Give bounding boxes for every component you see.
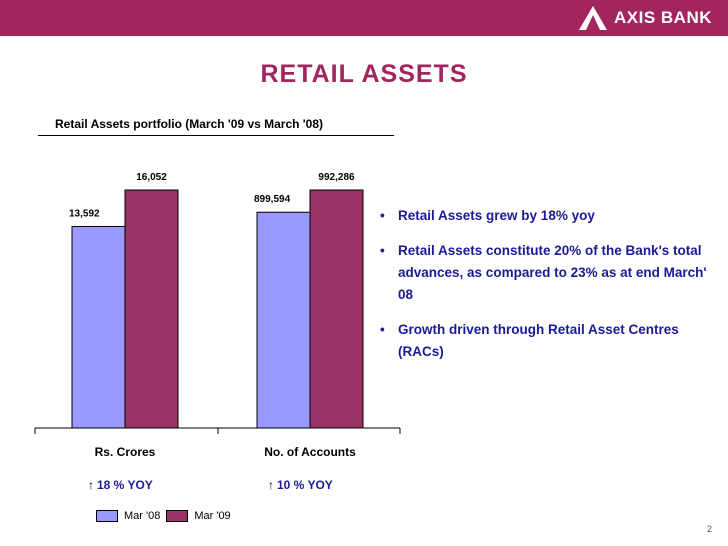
growth-rs-crores: ↑ 18 % YOY [88,478,153,492]
legend-swatch-mar09 [166,510,189,522]
axis-bank-logo: AXIS BANK [578,4,712,32]
data-label: 992,286 [318,172,355,183]
growth-text: 18 % YOY [97,478,153,492]
bar-0-0 [71,225,126,429]
page-number: 2 [706,524,712,534]
header-bar: AXIS BANK [0,0,728,36]
legend-swatch-mar08 [96,510,118,522]
data-label: 16,052 [136,172,167,183]
brand-name: AXIS BANK [613,8,712,27]
category-label: No. of Accounts [264,445,356,459]
bar-1-1 [309,189,364,429]
bullet-item: Growth driven through Retail Asset Centr… [380,319,725,363]
up-arrow-icon: ↑ [268,478,274,492]
growth-text: 10 % YOY [277,478,333,492]
bar-1-0 [256,211,311,429]
data-label: 13,592 [69,208,100,219]
legend-label-mar09: Mar '09 [194,510,231,522]
axis-logo-icon [578,6,607,30]
up-arrow-icon: ↑ [88,478,94,492]
slide-title: RETAIL ASSETS [260,60,468,88]
bullet-item: Retail Assets constitute 20% of the Bank… [380,240,725,306]
category-label: Rs. Crores [95,445,156,459]
chart-legend: Mar '08 Mar '09 [96,510,231,522]
data-label: 899,594 [254,194,291,205]
growth-accounts: ↑ 10 % YOY [268,478,333,492]
bullet-item: Retail Assets grew by 18% yoy [380,205,725,227]
chart-title: Retail Assets portfolio (March '09 vs Ma… [55,117,324,131]
legend-label-mar08: Mar '08 [124,510,161,522]
bar-0-1 [124,189,179,429]
chart-title-rule [38,135,394,136]
bullet-list: Retail Assets grew by 18% yoy Retail Ass… [380,205,725,376]
